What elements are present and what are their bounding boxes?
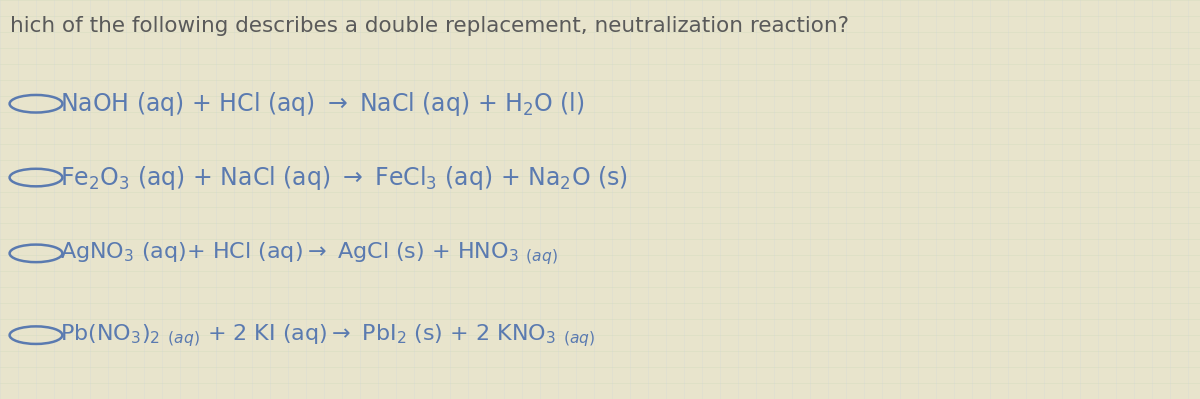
Text: Fe$_2$O$_3$ (aq) + NaCl (aq) $\rightarrow$ FeCl$_3$ (aq) + Na$_2$O (s): Fe$_2$O$_3$ (aq) + NaCl (aq) $\rightarro…	[60, 164, 628, 192]
Text: NaOH (aq) + HCl (aq) $\rightarrow$ NaCl (aq) + H$_2$O (l): NaOH (aq) + HCl (aq) $\rightarrow$ NaCl …	[60, 90, 584, 118]
Text: hich of the following describes a double replacement, neutralization reaction?: hich of the following describes a double…	[10, 16, 848, 36]
Text: Pb(NO$_3$)$_2$ $_{(aq)}$ + 2 KI (aq)$\rightarrow$ PbI$_2$ (s) + 2 KNO$_3$ $_{(aq: Pb(NO$_3$)$_2$ $_{(aq)}$ + 2 KI (aq)$\ri…	[60, 322, 595, 349]
Text: AgNO$_3$ (aq)+ HCl (aq)$\rightarrow$ AgCl (s) + HNO$_3$ $_{(aq)}$: AgNO$_3$ (aq)+ HCl (aq)$\rightarrow$ AgC…	[60, 240, 558, 267]
